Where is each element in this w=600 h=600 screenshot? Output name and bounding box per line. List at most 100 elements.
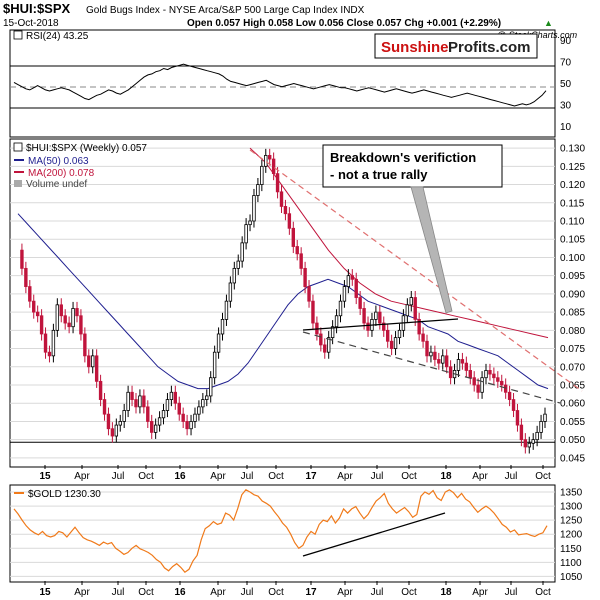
annotation-line-1: Breakdown's verifiction [330, 150, 476, 165]
candle-body [224, 300, 229, 320]
candle-body [153, 424, 158, 433]
candle-body [244, 224, 248, 244]
x-axis-label-gold: Jul [371, 587, 384, 598]
candle-body [338, 300, 343, 317]
candle-body [51, 329, 56, 357]
candle-body [393, 337, 398, 349]
candle-body [102, 399, 107, 415]
candle-body [437, 359, 441, 364]
candle-body [484, 370, 488, 379]
candle-body [326, 337, 331, 353]
candle-body [20, 249, 24, 269]
x-axis-label-gold: Apr [210, 587, 226, 598]
candle-body [55, 304, 60, 331]
x-axis-label-price: 16 [174, 471, 186, 482]
candle-body [161, 410, 166, 419]
candle-body [83, 333, 87, 357]
price-y-tick: 0.060 [560, 399, 585, 410]
gold-y-tick: 1150 [560, 544, 582, 555]
chart-description: Gold Bugs Index - NYSE Arca/S&P 500 Larg… [86, 5, 365, 16]
gold-y-tick: 1100 [560, 558, 582, 569]
rsi-y-tick: 70 [560, 58, 572, 69]
candle-body [330, 326, 335, 339]
gold-panel: 1350 1300 1250 1200 1150 1100 1050 $GOLD 1230.… [9, 484, 583, 583]
candle-body [32, 300, 36, 313]
rsi-series-line [13, 63, 547, 107]
candle-body [409, 297, 413, 306]
annotation-line-2: - not a true rally [330, 167, 428, 182]
candle-body [248, 220, 252, 226]
candle-body [106, 413, 111, 430]
candle-body [523, 439, 528, 448]
price-y-tick: 0.120 [560, 180, 585, 191]
candle-body [283, 206, 288, 215]
x-axis-label-price: Jul [112, 471, 125, 482]
candle-body [47, 351, 52, 357]
candle-body [378, 311, 382, 324]
x-axis-label-gold: Jul [112, 587, 125, 598]
sunshine-profits-logo: Sunshine Profits.com [374, 33, 538, 59]
candle-body [456, 359, 461, 371]
rsi-y-tick: 90 [560, 36, 572, 47]
gold-legend: $GOLD 1230.30 [28, 489, 101, 500]
candle-body [134, 399, 138, 408]
candle-body [366, 322, 370, 331]
price-y-tick: 0.050 [560, 435, 585, 446]
x-axis-label-gold: Jul [241, 587, 254, 598]
price-y-tick: 0.090 [560, 289, 585, 300]
gold-y-tick: 1300 [560, 502, 583, 513]
candle-body [413, 297, 417, 320]
x-axis-label-price: Apr [210, 471, 226, 482]
candle-body [157, 417, 162, 426]
x-axis-label-price: Jul [241, 471, 254, 482]
candle-body [63, 315, 67, 324]
gold-y-tick: 1050 [560, 572, 583, 583]
candle-body [150, 421, 154, 433]
x-axis-label-gold: 16 [174, 587, 186, 598]
candle-body [397, 329, 402, 339]
candle-body [417, 318, 421, 335]
candle-body [374, 311, 378, 320]
candle-body [405, 304, 410, 317]
candle-body [448, 366, 453, 379]
x-axis-label-price: Apr [74, 471, 90, 482]
price-y-tick: 0.115 [560, 198, 585, 209]
candle-body [511, 399, 516, 411]
annotation-arrow [410, 186, 453, 314]
chart-date: 15-Oct-2018 [3, 18, 59, 29]
x-axis-label-gold: Oct [138, 587, 154, 598]
legend-ma50: MA(50) 0.063 [28, 156, 89, 167]
up-arrow-icon: ▲ [544, 18, 553, 28]
candle-body [319, 333, 323, 346]
candle-body [212, 351, 217, 379]
candle-body [464, 362, 469, 371]
price-y-tick: 0.105 [560, 235, 585, 246]
price-y-tick: 0.100 [560, 253, 585, 264]
price-y-tick: 0.110 [560, 217, 585, 228]
annotation-callout: Breakdown's verifiction - not a true ral… [322, 144, 503, 314]
chart-ohlc: Open 0.057 High 0.058 Low 0.056 Close 0.… [187, 18, 501, 29]
candle-body [177, 402, 181, 415]
candle-body [165, 399, 170, 411]
lower-dashed-trendline [302, 331, 561, 404]
candle-body [79, 315, 83, 335]
x-axis-label-price: 17 [305, 471, 317, 482]
candle-body [252, 195, 256, 222]
candle-body [142, 395, 146, 408]
candle-body [279, 191, 284, 207]
candle-body [468, 370, 472, 379]
candle-body [342, 286, 347, 302]
candle-body [460, 359, 465, 364]
candle-body [146, 406, 150, 422]
candle-body [98, 380, 103, 400]
ma200-line [249, 147, 549, 339]
x-axis-label-price: Oct [268, 471, 284, 482]
candle-body [496, 377, 500, 382]
x-axis-label-gold: Oct [268, 587, 284, 598]
candle-body [28, 286, 32, 302]
x-axis-label-price: Jul [371, 471, 384, 482]
legend-ma200: MA(200) 0.078 [28, 168, 95, 179]
candle-body [193, 413, 197, 422]
candle-body [295, 246, 299, 255]
